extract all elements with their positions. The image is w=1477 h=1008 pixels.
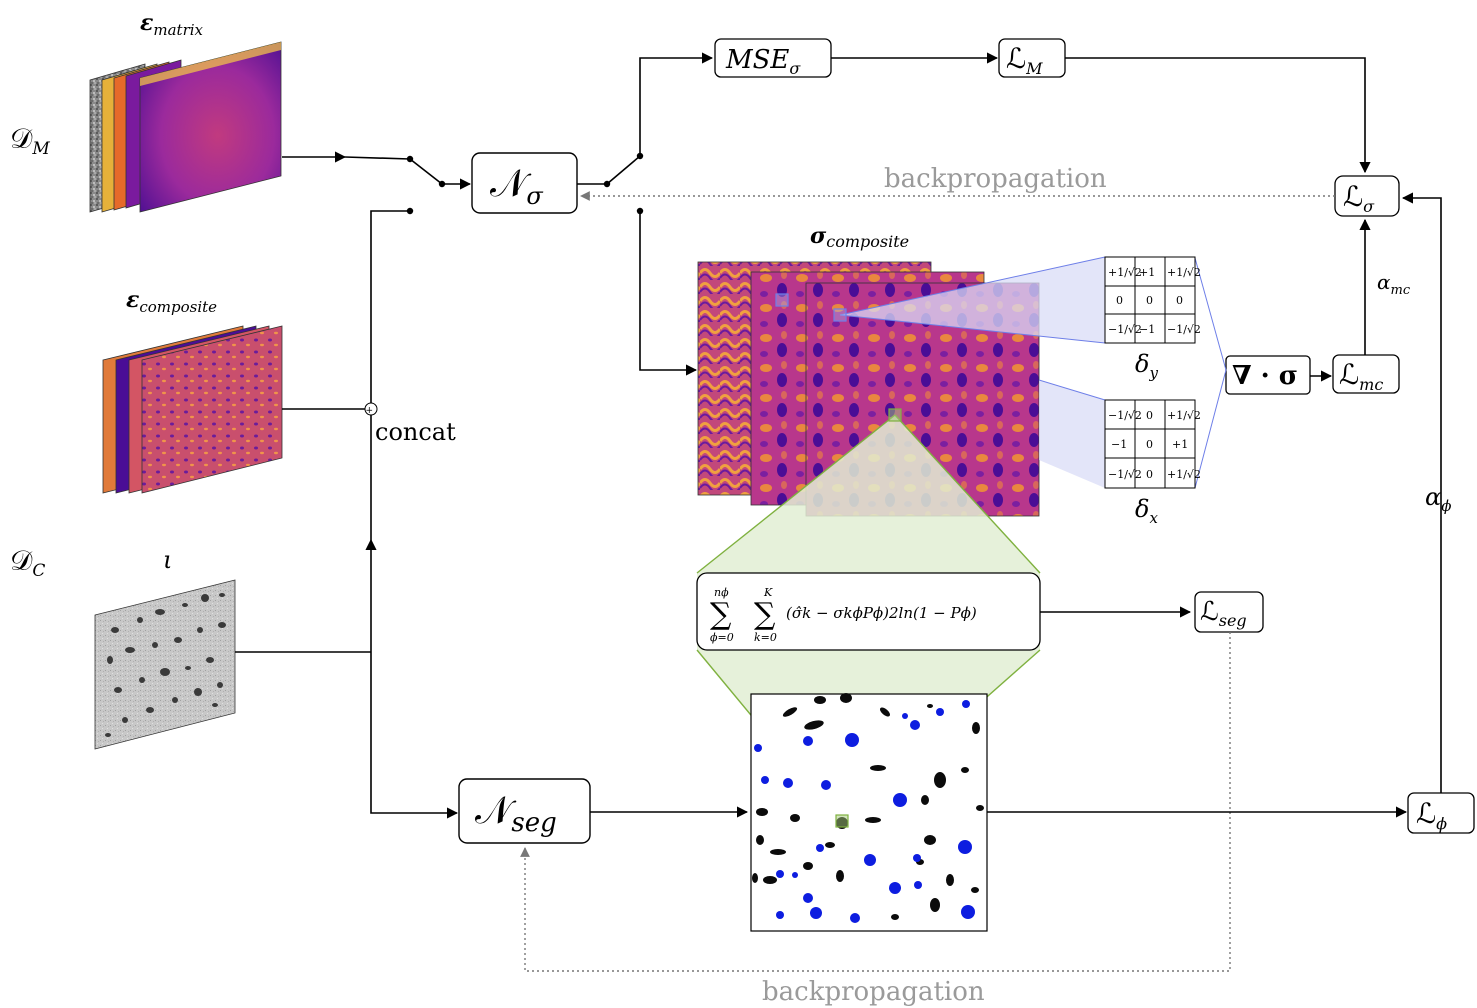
- dc-label: 𝒟C: [10, 544, 45, 581]
- blue-fan-bottom-edge: [839, 314, 1106, 344]
- dx-cell: +1/√2: [1167, 468, 1201, 481]
- l-mc-label: ℒmc: [1339, 358, 1383, 394]
- mse-label: MSEσ: [725, 45, 801, 78]
- loss-formula: nϕ ∑ ϕ=0 K ∑ k=0 (σ̂k − σkϕPϕ)2ln(1 − Pϕ…: [710, 586, 977, 644]
- dx-cell: +1: [1172, 438, 1188, 451]
- dx-cell: +1/√2: [1167, 409, 1201, 422]
- dm-label: 𝒟M: [10, 122, 50, 159]
- epsilon-composite-stack: [102, 325, 283, 494]
- alpha-phi-label: αϕ: [1425, 483, 1451, 515]
- divergence-label: ∇ · σ: [1232, 361, 1298, 391]
- alpha-mc-label: αmc: [1377, 270, 1411, 298]
- dy-cell: −1/√2: [1108, 323, 1142, 336]
- sum2-top: K: [763, 586, 773, 599]
- lm-to-lsigma-arrow: [1065, 57, 1371, 174]
- sum1-top: nϕ: [714, 586, 729, 599]
- formula-body: (σ̂k − σkϕPϕ)2ln(1 − Pϕ): [786, 604, 977, 622]
- backprop-bottom-arrow: [520, 632, 1231, 972]
- switch-dots: [406, 155, 446, 215]
- green-fan-left-top: [696, 414, 896, 574]
- kernel-to-div-lines: [1194, 257, 1227, 489]
- blue-fan-top-edge: [839, 256, 1106, 316]
- l-phi-label: ℒϕ: [1416, 797, 1447, 833]
- n-seg-label: 𝒩seg: [475, 788, 557, 838]
- l-seg-label: ℒseg: [1200, 597, 1247, 630]
- stencil-markers: [775, 293, 847, 322]
- dy-cell: 0: [1116, 294, 1123, 307]
- epsilon-matrix-stack: [89, 41, 282, 213]
- dx-cell: −1/√2: [1108, 409, 1142, 422]
- dy-cell: +1: [1139, 266, 1155, 279]
- dy-cell: −1: [1139, 323, 1155, 336]
- dy-cell: 0: [1146, 294, 1153, 307]
- delta-y-kernel: +1/√2 +1 +1/√2 0 0 0 −1/√2 −1 −1/√2: [1104, 256, 1201, 344]
- blue-fan-bottom-edge2: [1038, 379, 1106, 401]
- concat-plus-icon: +: [366, 406, 374, 416]
- n-sigma-label: 𝒩σ: [490, 161, 543, 210]
- sum2-bottom: k=0: [754, 631, 777, 644]
- dx-cell: 0: [1146, 409, 1153, 422]
- right-switch-dots: [603, 152, 644, 215]
- n-seg-node: [458, 778, 591, 844]
- n-sigma-node: [471, 152, 578, 214]
- sum2-sign: ∑: [754, 597, 776, 632]
- microstructure-image: [94, 579, 236, 750]
- dy-cell: 0: [1176, 294, 1183, 307]
- left-connections: [235, 151, 472, 819]
- l-seg-node: [1194, 591, 1264, 633]
- seg-green-marker: [835, 814, 849, 828]
- dy-cell: +1/√2: [1167, 266, 1201, 279]
- dy-cell: −1/√2: [1167, 323, 1201, 336]
- concat-label: concat: [375, 418, 456, 446]
- green-fan-right-top: [894, 414, 1041, 574]
- dx-cell: 0: [1146, 438, 1153, 451]
- blue-fan-bottom: [1039, 380, 1105, 488]
- delta-x-label: δx: [1135, 495, 1158, 527]
- eps-matrix-label: εmatrix: [140, 10, 204, 39]
- l-m-label: ℒM: [1006, 42, 1043, 78]
- eps-composite-label: εcomposite: [126, 287, 217, 316]
- dx-cell: −1/√2: [1108, 468, 1142, 481]
- l-phi-node: [1407, 792, 1475, 834]
- divergence-node: [1225, 355, 1311, 395]
- lphi-to-lsigma-arrow: [1401, 192, 1442, 793]
- sum1-sign: ∑: [710, 597, 732, 632]
- delta-y-label: δy: [1135, 350, 1158, 382]
- delta-x-kernel: −1/√2 0 +1/√2 −1 0 +1 −1/√2 0 +1/√2: [1104, 399, 1201, 489]
- segmentation-map: [750, 693, 988, 932]
- concat-node: [364, 402, 378, 416]
- l-mc-node: [1332, 354, 1400, 394]
- backprop-bottom-label: backpropagation: [762, 977, 985, 1007]
- l-sigma-label: ℒσ: [1343, 180, 1375, 216]
- sigma-composite-label: σcomposite: [810, 223, 909, 251]
- dx-cell: −1: [1111, 438, 1127, 451]
- green-marker: [888, 408, 902, 422]
- dx-cell: 0: [1146, 468, 1153, 481]
- dy-cell: +1/√2: [1108, 266, 1142, 279]
- right-switch-lines: [577, 52, 714, 376]
- iota-label: ι: [163, 546, 172, 574]
- backprop-top-label: backpropagation: [884, 164, 1107, 194]
- sum1-bottom: ϕ=0: [710, 631, 734, 644]
